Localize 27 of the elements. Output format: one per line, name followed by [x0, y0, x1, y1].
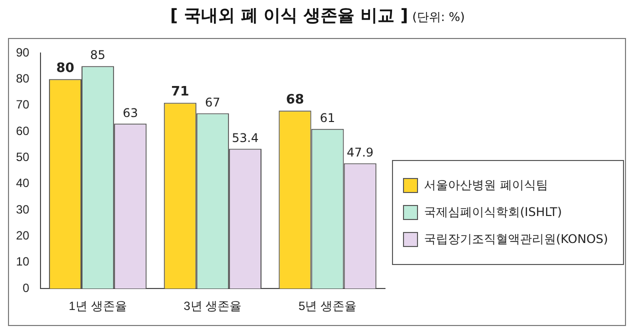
x-tick-label: 5년 생존율 — [298, 299, 357, 314]
y-tick-label: 20 — [16, 228, 30, 243]
y-tick-label: 90 — [16, 45, 30, 60]
y-tick-label: 40 — [16, 176, 30, 190]
y-tick-label: 80 — [16, 71, 30, 86]
data-label: 68 — [286, 92, 304, 108]
y-tick-label: 60 — [16, 124, 30, 138]
legend-label: 서울아산병원 폐이식팀 — [424, 177, 548, 194]
data-label: 47.9 — [346, 145, 374, 160]
y-tick-label: 30 — [16, 202, 30, 216]
data-label: 85 — [90, 48, 106, 62]
legend-label: 국제심폐이식학회(ISHLT) — [424, 204, 562, 221]
x-tick-label: 1년 생존율 — [68, 299, 127, 314]
y-tick-label: 70 — [16, 98, 30, 112]
data-label: 53.4 — [232, 130, 259, 145]
data-label: 67 — [205, 95, 220, 110]
x-tick-label: 3년 생존율 — [184, 299, 242, 314]
data-label: 63 — [122, 106, 138, 120]
y-tick-label: 10 — [16, 254, 30, 269]
data-label: 61 — [320, 111, 336, 126]
chart-title: [ 국내외 폐 이식 생존율 비교 ] — [170, 6, 408, 26]
text: (단위: %) — [412, 10, 465, 24]
data-label: 80 — [56, 61, 74, 76]
data-label: 71 — [171, 84, 190, 100]
y-tick-label: 50 — [16, 150, 30, 164]
y-tick-label: 0 — [22, 280, 30, 295]
legend-label: 국립장기조직혈액관리원(KONOS) — [424, 231, 608, 248]
